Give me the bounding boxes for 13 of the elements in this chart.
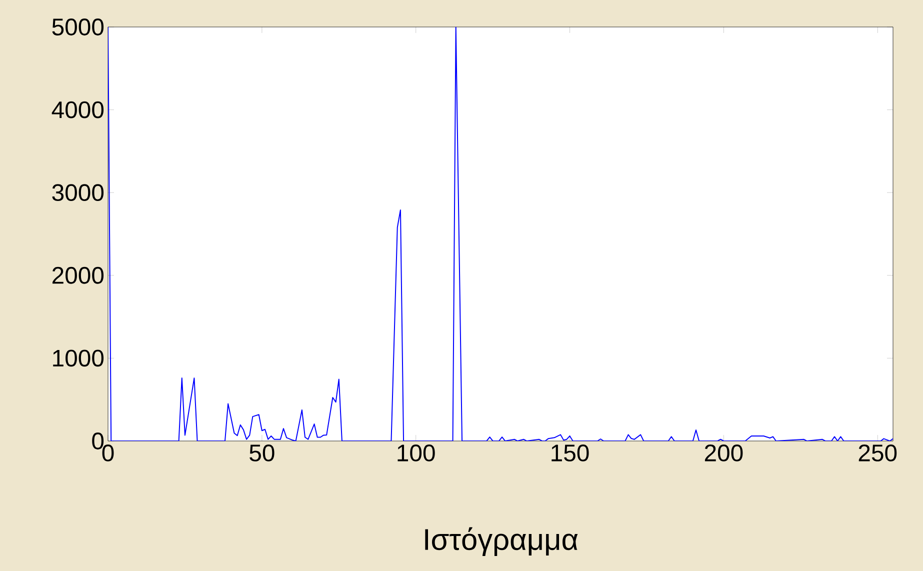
y-tick-label: 1000 (53, 350, 104, 367)
y-tick-label: 4000 (52, 101, 104, 118)
x-tick-label: 250 (858, 444, 897, 462)
x-tick-label: 200 (704, 444, 743, 462)
x-tick-label: 150 (552, 444, 589, 462)
x-axis-title: Ιστόγραμμα (425, 527, 578, 556)
y-tick-label: 5000 (52, 18, 104, 36)
x-tick-label: 50 (250, 444, 274, 462)
x-tick-label: 100 (398, 444, 435, 462)
y-tick-label: 3000 (52, 184, 104, 202)
y-tick-label: 0 (92, 432, 104, 450)
y-tick-label: 2000 (52, 266, 104, 284)
line-series (108, 26, 894, 441)
